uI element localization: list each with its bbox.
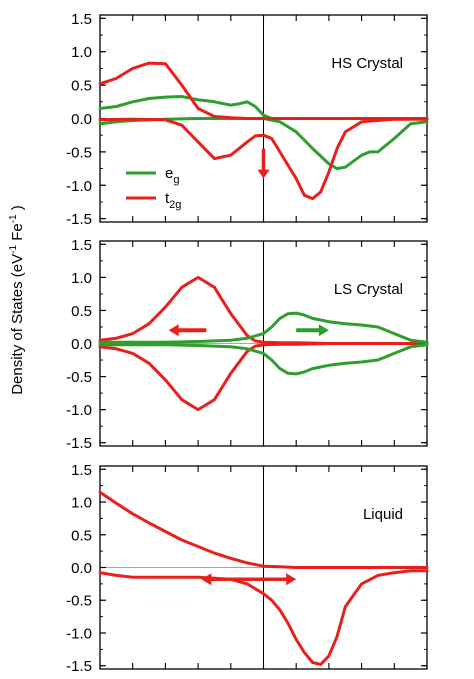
panel-title: Liquid (363, 506, 403, 523)
y-axis-label-lead: Density of States (eV (9, 253, 26, 395)
y-tick-label: 0.5 (71, 78, 92, 95)
y-tick-label: 0.0 (71, 336, 92, 353)
y-axis-label-exp2: -1 (8, 214, 19, 224)
y-tick-label: -1.0 (66, 625, 92, 642)
y-tick-label: 0.5 (71, 303, 92, 320)
y-tick-label: 0.0 (71, 560, 92, 577)
y-tick-label: 1.0 (71, 495, 92, 512)
annotation-arrow-3 (296, 324, 329, 337)
panel-2: 1.5 1.0 0.5 0.0 -0.5 -1.0 -1.5 LS Crystal (66, 237, 429, 452)
legend-label-t2g: t2g (165, 190, 181, 211)
legend-label-sub: 2g (169, 199, 181, 211)
series-line-t2g (98, 342, 429, 412)
series-line-t2g (98, 490, 429, 569)
y-tick-label: 1.5 (71, 237, 92, 254)
y-tick-label: 1.5 (71, 11, 92, 28)
y-axis-label-text: Density of States (eV-1 Fe-1 ) (8, 205, 26, 395)
legend-label-sub: g (173, 174, 179, 186)
annotation-arrow-4 (201, 573, 297, 586)
y-tick-label: 1.0 (71, 44, 92, 61)
y-tick-label: 1.0 (71, 270, 92, 287)
annotation-arrow-1 (257, 148, 270, 179)
arrow-head (168, 324, 179, 337)
panel-title: LS Crystal (334, 281, 403, 298)
arrow-head (257, 169, 270, 179)
y-tick-label: -1.5 (66, 211, 92, 228)
annotation-arrow-2 (168, 324, 207, 337)
y-tick-label: -1.5 (66, 658, 92, 674)
y-tick-label: 0.0 (71, 111, 92, 128)
legend-label-eg: eg (165, 165, 179, 186)
y-tick-label: -0.5 (66, 593, 92, 610)
legend-label-base: t (165, 190, 170, 207)
y-tick-label: 1.5 (71, 462, 92, 479)
series-line-eg (98, 311, 429, 344)
y-tick-label: -1.5 (66, 435, 92, 452)
series-line-t2g (98, 117, 429, 201)
y-tick-label: 0.5 (71, 527, 92, 544)
y-tick-label: -0.5 (66, 369, 92, 386)
y-axis-label: Density of States (eV-1 Fe-1 ) (6, 150, 28, 450)
arrow-head (201, 573, 212, 586)
series-line-eg (98, 343, 429, 376)
y-tick-label: -0.5 (66, 144, 92, 161)
panel-3: 1.5 1.0 0.5 0.0 -0.5 -1.0 -1.5 Liquid (66, 462, 429, 675)
y-axis-label-tail: ) (9, 205, 26, 211)
y-tick-label: -1.0 (66, 178, 92, 195)
arrow-head (286, 573, 297, 586)
panel-1: 1.5 1.0 0.5 0.0 -0.5 -1.0 -1.5 HS Crystal (66, 11, 429, 228)
y-axis-label-mid: Fe (9, 223, 26, 245)
series-line-t2g (98, 61, 429, 120)
series-line-t2g (98, 569, 429, 666)
legend-label-base: e (165, 165, 173, 182)
arrow-head (318, 324, 329, 337)
panel-title: HS Crystal (331, 55, 403, 72)
y-tick-label: -1.0 (66, 402, 92, 419)
y-axis-label-exp1: -1 (8, 244, 19, 254)
